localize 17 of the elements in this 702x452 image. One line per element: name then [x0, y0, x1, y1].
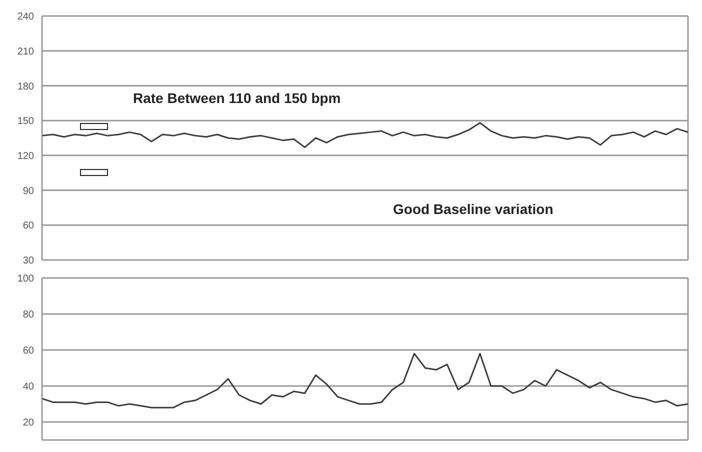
y-tick-label: 80 [22, 310, 34, 321]
y-tick-label: 120 [17, 150, 34, 162]
y-tick-label: 150 [17, 116, 34, 128]
y-tick-label: 20 [22, 418, 34, 429]
line-series [42, 352, 688, 408]
y-tick-label: 40 [22, 382, 34, 393]
line-series [42, 122, 688, 148]
annotation: Good Baseline variation [393, 201, 554, 217]
y-tick-label: 210 [17, 46, 34, 58]
y-tick-label: 60 [22, 220, 34, 232]
y-tick-label: 240 [17, 12, 34, 23]
y-tick-label: 180 [17, 81, 34, 92]
y-tick-label: 90 [22, 186, 34, 197]
annotation: Rate Between 110 and 150 bpm [133, 90, 341, 106]
y-tick-label: 100 [17, 274, 34, 285]
y-tick-label: 30 [22, 256, 34, 267]
y-tick-label: 60 [22, 346, 34, 357]
